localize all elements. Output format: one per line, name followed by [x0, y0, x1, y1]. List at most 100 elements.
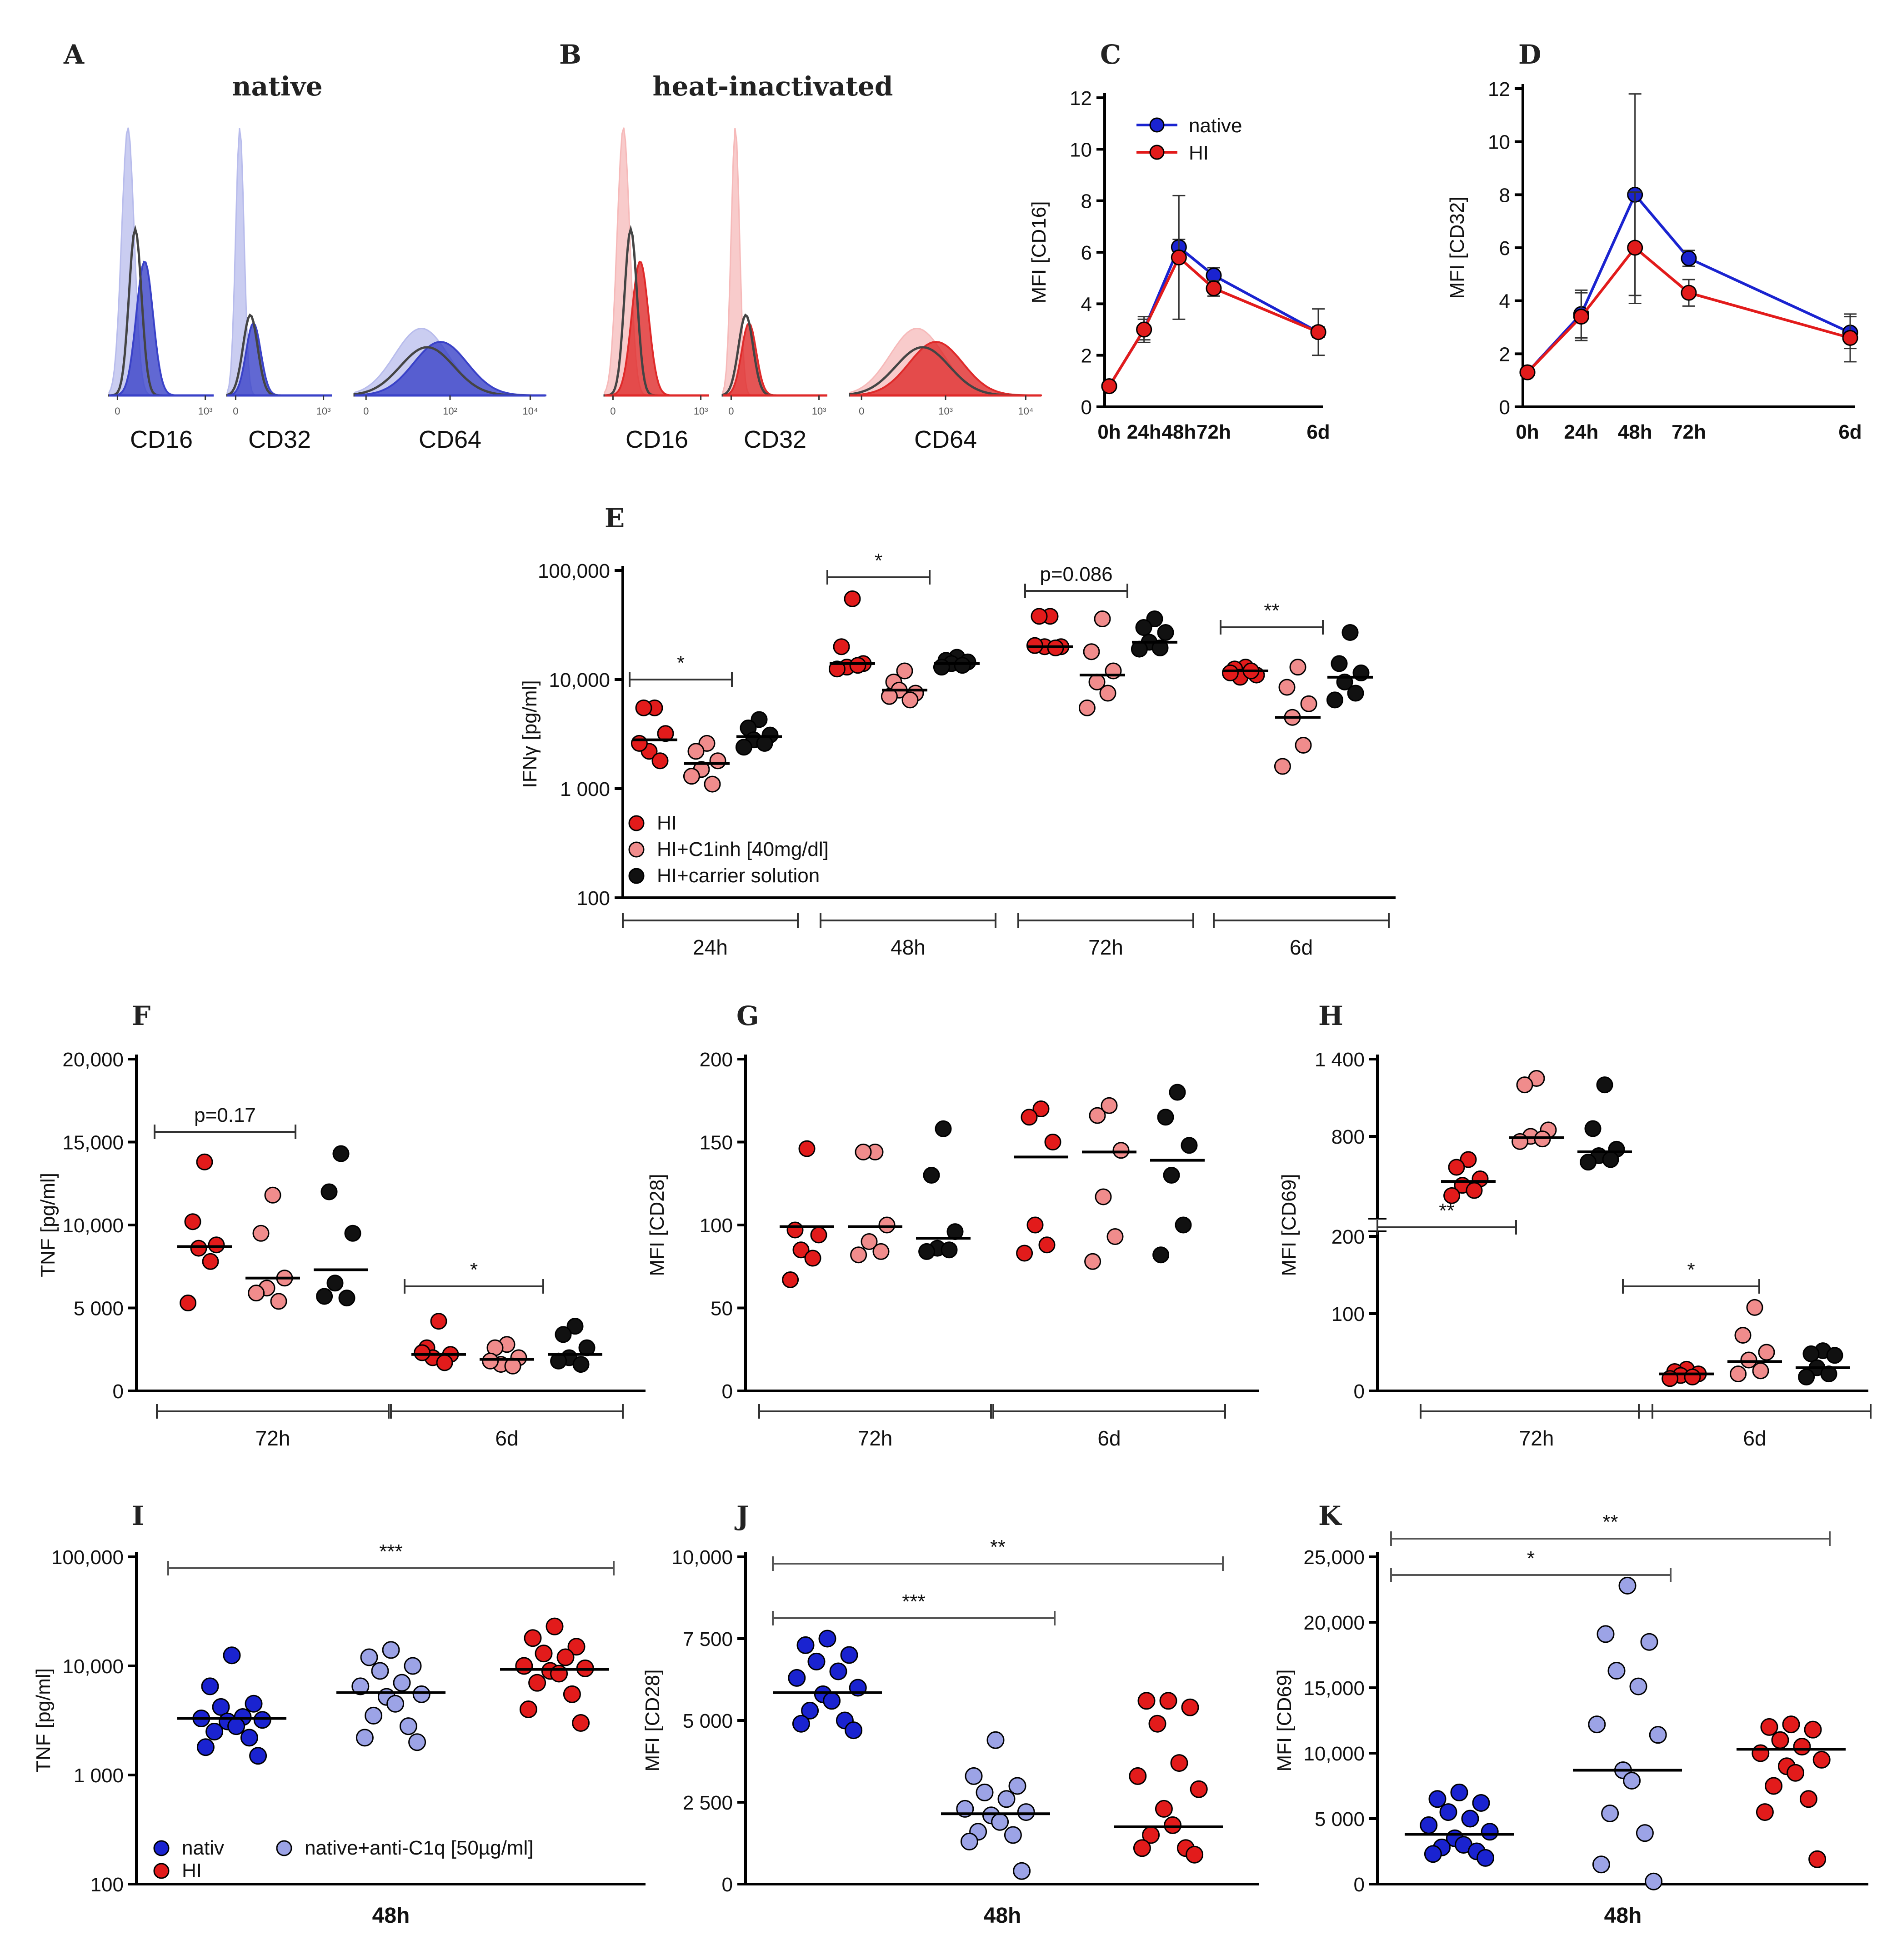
data-point: [1460, 1151, 1477, 1168]
y-tick-label: 5 000: [1315, 1808, 1365, 1830]
panel-label: G: [736, 1000, 759, 1031]
data-point: [844, 590, 861, 607]
data-point: [351, 1677, 370, 1695]
data-point: [202, 1253, 219, 1270]
y-axis-label: MFI [CD69]: [1273, 1670, 1296, 1772]
data-point: [1681, 285, 1697, 301]
data-point: [1163, 1167, 1180, 1184]
data-point: [1443, 1187, 1461, 1204]
y-tick-label: 1 000: [560, 778, 610, 800]
x-tick-label: 48h: [1618, 421, 1652, 443]
data-point: [756, 735, 773, 752]
data-point: [1627, 240, 1643, 256]
data-point: [1472, 1794, 1490, 1812]
series-HI: [1441, 1151, 1714, 1387]
data-point: [1164, 1816, 1182, 1834]
histogram-tick-label: 10³: [812, 405, 826, 417]
data-point: [818, 1630, 836, 1648]
panel-label: F: [132, 1000, 150, 1031]
series-HI+C1inh [40mg/dl]: [848, 1097, 1136, 1270]
data-point: [1112, 1142, 1130, 1159]
y-tick-label: 2: [1499, 343, 1510, 365]
data-point: [1274, 758, 1291, 775]
group-label: 48h: [984, 1904, 1021, 1928]
data-point: [1095, 1188, 1112, 1205]
scatter-panel-I: I 100 1 000 10,000 100,000 TNF [pg/ml] *** 48h n…: [32, 1500, 646, 1928]
y-tick-label: 12: [1070, 87, 1092, 110]
y-tick-label: 6: [1499, 237, 1510, 260]
y-tick-label: 100: [90, 1874, 124, 1896]
data-point: [1084, 1253, 1101, 1270]
data-point: [635, 699, 652, 716]
data-point: [1300, 695, 1317, 712]
series-nativ: [1405, 1783, 1514, 1867]
data-point: [240, 1729, 258, 1747]
y-tick-label: 0: [1499, 396, 1510, 419]
x-tick-label: 0h: [1097, 421, 1121, 443]
x-tick-label: 48h: [1161, 421, 1196, 443]
y-tick-label: 0: [1354, 1874, 1365, 1896]
significance-label: ***: [902, 1590, 925, 1613]
group-label: 72h: [858, 1426, 893, 1450]
y-tick-label: 150: [700, 1132, 733, 1154]
series-HI+carrier solution: [314, 1145, 602, 1373]
histogram-control-fill: [722, 128, 827, 396]
significance-label: ***: [379, 1540, 402, 1563]
x-tick-label: 0h: [1516, 421, 1539, 443]
data-point: [1159, 1692, 1177, 1710]
y-tick-label: 5 000: [683, 1710, 733, 1732]
data-point: [1089, 1107, 1106, 1124]
data-point: [365, 1706, 383, 1725]
data-point: [567, 1638, 586, 1656]
data-point: [878, 1216, 896, 1234]
data-point: [1032, 1100, 1050, 1117]
data-point: [1461, 1810, 1479, 1828]
y-tick-label: 6: [1081, 242, 1092, 264]
data-point: [316, 1288, 333, 1305]
group-label: 72h: [255, 1426, 290, 1450]
histogram-CD64: 0 10² 10⁴ CD64: [353, 327, 546, 453]
data-point: [896, 662, 913, 680]
histogram-CD32: 0 10³ CD32: [721, 128, 827, 453]
data-point: [201, 1677, 219, 1695]
data-point: [1607, 1662, 1626, 1680]
data-point: [1157, 1109, 1174, 1126]
series-native+anti-C1q [50µg/ml]: [1573, 1576, 1682, 1890]
histogram-tick-label: 0: [233, 405, 238, 417]
data-point: [1428, 1790, 1447, 1808]
data-point: [788, 1669, 806, 1687]
y-tick-label: 0: [1354, 1380, 1365, 1403]
data-point: [190, 1240, 207, 1257]
group-label: 48h: [891, 935, 926, 959]
series-HI: [500, 1617, 609, 1732]
y-tick-label: 0: [113, 1380, 124, 1403]
data-point: [792, 1241, 810, 1259]
data-point: [1516, 1076, 1533, 1094]
data-point: [798, 1140, 816, 1157]
data-point: [1793, 1738, 1811, 1756]
data-point: [1016, 1245, 1033, 1262]
y-tick-label: 10: [1070, 139, 1092, 161]
y-tick-label: 8: [1081, 190, 1092, 213]
legend-marker: [153, 1863, 170, 1879]
data-point: [810, 1226, 827, 1244]
data-point: [901, 691, 919, 709]
group-label: 72h: [1088, 935, 1123, 959]
series-native: [1519, 93, 1858, 380]
y-tick-label: 2 500: [683, 1792, 733, 1814]
histogram-xlabel: CD64: [419, 426, 481, 453]
y-tick-label: 15,000: [62, 1132, 124, 1154]
significance-label: **: [990, 1536, 1006, 1558]
data-point: [1758, 1344, 1775, 1361]
legend-label: HI: [182, 1860, 202, 1882]
y-axis-label: MFI [CD16]: [1028, 201, 1050, 304]
legend-label: HI: [657, 812, 677, 834]
data-point: [833, 638, 850, 655]
data-point: [997, 1790, 1016, 1808]
data-point: [960, 1832, 978, 1850]
data-point: [991, 1813, 1009, 1831]
data-point: [1094, 610, 1111, 627]
data-point: [850, 1246, 867, 1264]
series-native+anti-C1q [50µg/ml]: [941, 1731, 1050, 1880]
